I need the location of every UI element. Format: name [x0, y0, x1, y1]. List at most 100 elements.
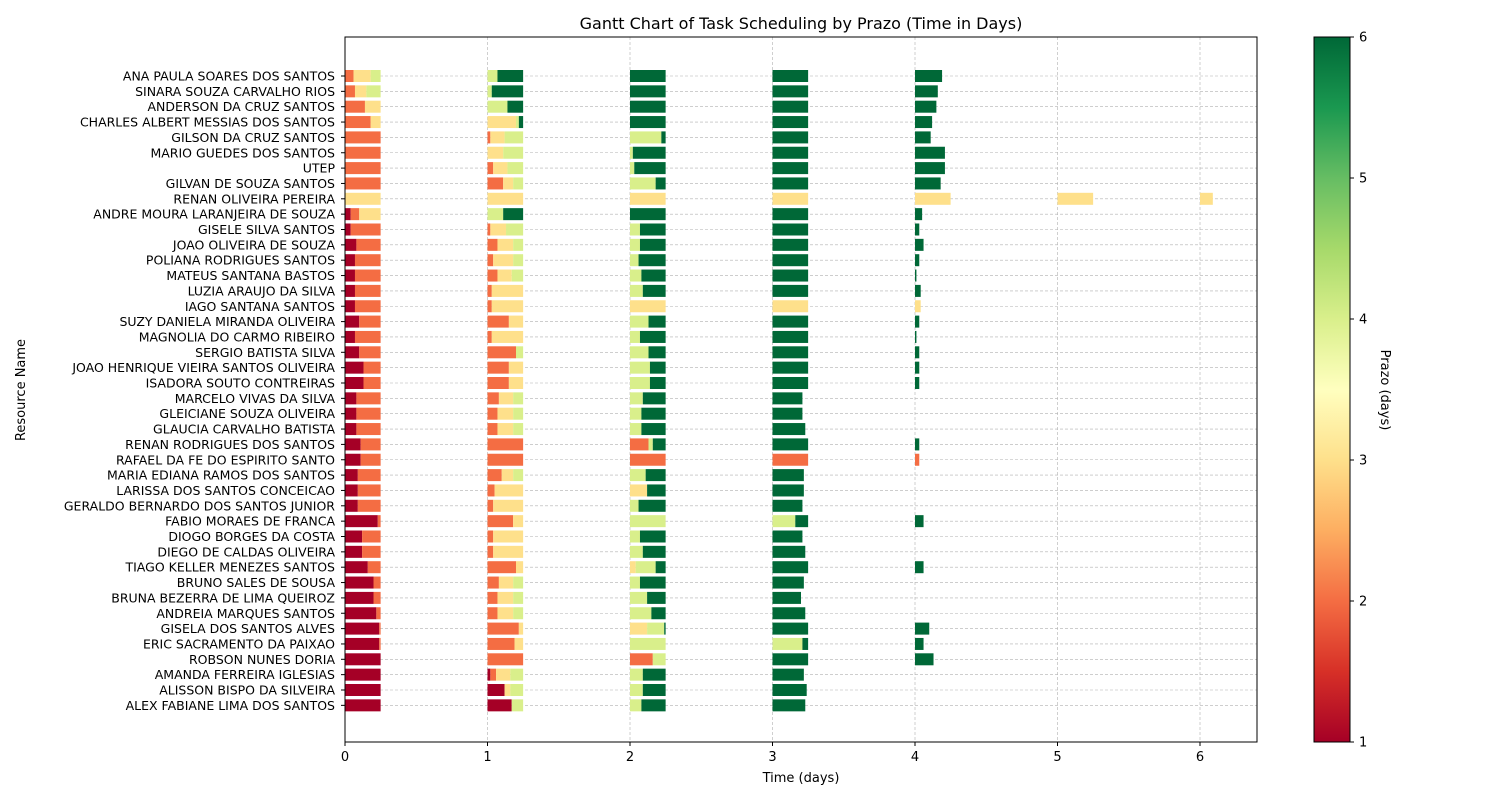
- task-bar: [491, 85, 524, 98]
- task-bar: [915, 116, 933, 129]
- x-tick-label: 6: [1196, 750, 1204, 765]
- colorbar-tick-label: 4: [1359, 313, 1367, 328]
- task-bar: [357, 469, 381, 482]
- chart-title: Gantt Chart of Task Scheduling by Prazo …: [580, 14, 1023, 33]
- task-bar: [772, 622, 809, 635]
- task-bar: [772, 177, 809, 190]
- task-bar: [354, 269, 381, 282]
- task-bar: [497, 238, 514, 251]
- task-bar: [487, 499, 494, 512]
- task-bar: [630, 254, 639, 267]
- task-bar: [630, 70, 666, 82]
- task-bar: [915, 269, 917, 282]
- task-bar: [487, 377, 509, 389]
- task-bar: [487, 576, 499, 589]
- task-bar: [367, 561, 381, 574]
- task-bar: [498, 576, 514, 589]
- task-bar: [772, 208, 809, 221]
- task-bar: [345, 484, 358, 497]
- task-bar: [630, 100, 666, 113]
- colorbar-tick-label: 2: [1359, 595, 1367, 610]
- task-bar: [635, 561, 656, 574]
- task-bar: [772, 116, 809, 129]
- task-bar: [345, 438, 361, 451]
- task-bar: [487, 515, 514, 528]
- task-bar: [345, 146, 381, 159]
- y-tick-label: GLEICIANE SOUZA OLIVEIRA: [159, 406, 335, 421]
- task-bar: [370, 116, 381, 129]
- task-bar: [648, 346, 666, 359]
- y-tick-label: ROBSON NUNES DORIA: [189, 652, 335, 667]
- task-bar: [513, 254, 524, 267]
- task-bar: [345, 162, 381, 175]
- y-tick-label: RENAN OLIVEIRA PEREIRA: [173, 191, 335, 206]
- task-bar: [630, 469, 646, 482]
- task-bar: [915, 131, 931, 144]
- task-bar: [915, 254, 920, 267]
- task-bar: [360, 453, 381, 466]
- task-bar: [915, 238, 924, 251]
- y-tick-label: JOAO HENRIQUE VIEIRA SANTOS OLIVEIRA: [71, 360, 335, 375]
- task-bar: [491, 300, 524, 313]
- y-tick-label: RENAN RODRIGUES DOS SANTOS: [125, 437, 335, 452]
- task-bar: [630, 392, 643, 405]
- task-bar: [345, 499, 358, 512]
- task-bar: [487, 561, 516, 574]
- task-bar: [350, 208, 360, 221]
- task-bar: [493, 254, 514, 267]
- task-bar: [772, 377, 809, 389]
- y-tick-label: SINARA SOUZA CARVALHO RIOS: [135, 84, 335, 99]
- task-bar: [487, 223, 491, 236]
- task-bar: [772, 361, 809, 374]
- task-bar: [915, 177, 941, 190]
- x-tick-label: 5: [1053, 750, 1061, 765]
- task-bar: [353, 70, 371, 82]
- y-tick-label: DIOGO BORGES DA COSTA: [168, 529, 335, 544]
- y-tick-label: MARCELO VIVAS DA SILVA: [175, 391, 336, 406]
- task-bar: [373, 576, 381, 589]
- task-bar: [630, 192, 666, 205]
- task-bar: [503, 208, 524, 221]
- task-bar: [772, 162, 809, 175]
- task-bar: [514, 637, 524, 650]
- task-bar: [630, 377, 650, 389]
- task-bar: [651, 607, 666, 620]
- task-bar: [354, 284, 381, 297]
- colorbar-tick-label: 6: [1359, 31, 1367, 46]
- x-axis-ticks: 0 1 2 3 4 5 6: [341, 742, 1204, 765]
- task-bar: [354, 300, 381, 313]
- task-bar: [345, 469, 358, 482]
- task-bar: [487, 438, 524, 451]
- task-bar: [487, 284, 492, 297]
- task-bar: [496, 668, 511, 681]
- task-bar: [487, 192, 524, 205]
- task-bar: [370, 70, 381, 82]
- task-bar: [345, 545, 363, 558]
- task-bar: [487, 668, 491, 681]
- task-bar: [345, 699, 381, 712]
- task-bar: [772, 300, 809, 313]
- task-bar: [630, 407, 642, 420]
- task-bar: [487, 469, 502, 482]
- task-bar: [630, 423, 642, 436]
- task-bar: [630, 177, 656, 190]
- y-tick-label: GISELE SILVA SANTOS: [198, 222, 335, 237]
- task-bar: [641, 407, 666, 420]
- task-bar: [641, 269, 666, 282]
- task-bar: [511, 699, 524, 712]
- y-tick-label: ANDRE MOURA LARANJEIRA DE SOUZA: [93, 207, 335, 222]
- task-bar: [513, 515, 524, 528]
- task-bar: [487, 653, 524, 666]
- task-bar: [652, 653, 666, 666]
- task-bar: [345, 515, 378, 528]
- x-tick-label: 4: [911, 750, 919, 765]
- task-bar: [630, 576, 640, 589]
- task-bar: [639, 530, 666, 543]
- task-bar: [772, 545, 806, 558]
- task-bar: [507, 162, 524, 175]
- task-bar: [630, 223, 640, 236]
- task-bar: [915, 162, 945, 175]
- task-bar: [647, 484, 666, 497]
- y-tick-label: BRUNO SALES DE SOUSA: [177, 575, 336, 590]
